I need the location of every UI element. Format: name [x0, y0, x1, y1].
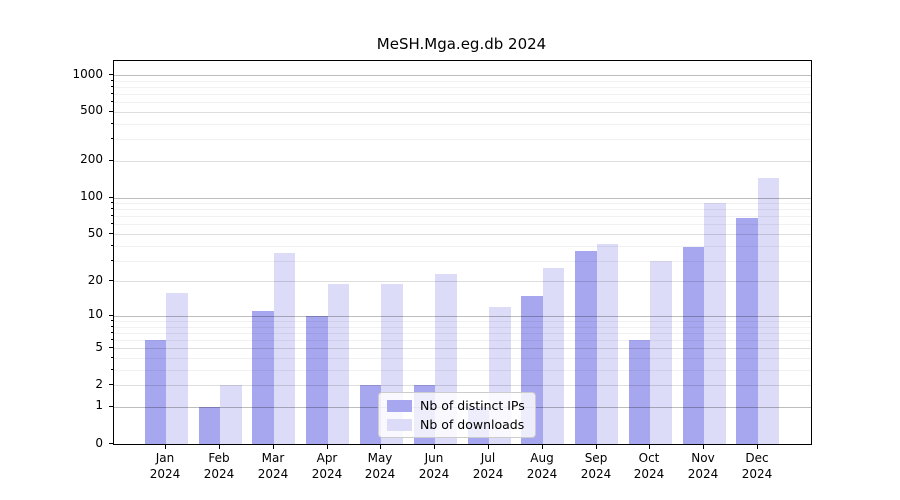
x-tick-label-mar: Mar 2024	[257, 451, 289, 481]
bar-downloads-mar	[273, 252, 296, 444]
y-tick-label: 500	[80, 103, 103, 117]
y-minor-tick-mark	[111, 208, 113, 209]
y-tick-label: 0	[95, 436, 103, 450]
y-tick-mark	[109, 280, 113, 281]
y-minor-tick-mark	[111, 101, 113, 102]
x-tick-mark	[380, 444, 381, 449]
y-minor-tick-mark	[111, 80, 113, 81]
y-tick-mark	[109, 443, 113, 444]
bar-downloads-sep	[596, 244, 619, 444]
x-tick-mark	[327, 444, 328, 449]
y-minor-tick-mark	[111, 138, 113, 139]
y-tick-mark	[109, 384, 113, 385]
y-minor-tick-mark	[111, 215, 113, 216]
bar-distinct-ips-mar	[252, 311, 274, 444]
y-tick-label: 200	[80, 152, 103, 166]
y-tick-mark	[109, 347, 113, 348]
bar-distinct-ips-may	[359, 385, 382, 444]
y-tick-mark	[109, 74, 113, 75]
legend-label-distinct-ips: Nb of distinct IPs	[420, 398, 525, 413]
legend: Nb of distinct IPs Nb of downloads	[378, 392, 536, 438]
bar-distinct-ips-apr	[306, 315, 328, 444]
y-tick-label: 1	[95, 398, 103, 412]
bar-downloads-apr	[327, 284, 350, 444]
y-tick-mark	[109, 233, 113, 234]
y-minor-tick-mark	[111, 86, 113, 87]
y-tick-label: 1000	[72, 67, 103, 81]
x-tick-label-aug: Aug 2024	[526, 451, 558, 481]
y-minor-tick-mark	[111, 320, 113, 321]
bar-downloads-jan	[166, 292, 188, 444]
legend-item-downloads: Nb of downloads	[387, 417, 525, 432]
y-minor-tick-mark	[111, 357, 113, 358]
y-tick-label: 5	[95, 340, 103, 354]
x-tick-label-oct: Oct 2024	[633, 451, 665, 481]
bar-downloads-dec	[757, 177, 780, 444]
bar-distinct-ips-feb	[198, 407, 221, 444]
bar-distinct-ips-sep	[575, 251, 597, 444]
plot-area: Nb of distinct IPs Nb of downloads	[113, 60, 812, 445]
legend-swatch-downloads	[387, 418, 412, 431]
y-tick-mark	[109, 160, 113, 161]
y-minor-tick-mark	[111, 202, 113, 203]
x-tick-mark	[542, 444, 543, 449]
y-tick-mark	[109, 406, 113, 407]
y-tick-label: 50	[87, 226, 103, 240]
x-tick-mark	[219, 444, 220, 449]
legend-label-downloads: Nb of downloads	[420, 417, 525, 432]
y-tick-label: 100	[80, 189, 103, 203]
y-tick-label: 20	[87, 273, 103, 287]
bar-downloads-nov	[704, 203, 726, 444]
bar-downloads-oct	[650, 260, 672, 444]
y-minor-tick-mark	[111, 326, 113, 327]
x-tick-label-feb: Feb 2024	[203, 451, 235, 481]
x-tick-mark	[488, 444, 489, 449]
bar-downloads-aug	[542, 268, 565, 444]
x-tick-mark	[703, 444, 704, 449]
x-tick-mark	[434, 444, 435, 449]
y-tick-mark	[109, 315, 113, 316]
y-minor-tick-mark	[111, 93, 113, 94]
bar-downloads-feb	[220, 385, 242, 444]
y-minor-tick-mark	[111, 332, 113, 333]
y-minor-tick-mark	[111, 123, 113, 124]
y-tick-mark	[109, 197, 113, 198]
bars-layer	[114, 61, 811, 444]
x-tick-mark	[273, 444, 274, 449]
x-tick-label-jul: Jul 2024	[472, 451, 504, 481]
y-tick-label: 10	[87, 307, 103, 321]
x-tick-label-apr: Apr 2024	[311, 451, 343, 481]
y-minor-tick-mark	[111, 339, 113, 340]
y-minor-tick-mark	[111, 260, 113, 261]
x-tick-mark	[165, 444, 166, 449]
x-tick-label-may: May 2024	[364, 451, 396, 481]
y-minor-tick-mark	[111, 245, 113, 246]
bar-distinct-ips-dec	[736, 217, 758, 444]
x-tick-mark	[757, 444, 758, 449]
bar-distinct-ips-jan	[144, 340, 167, 444]
bar-distinct-ips-oct	[628, 340, 651, 444]
y-minor-tick-mark	[111, 223, 113, 224]
chart-title: MeSH.Mga.eg.db 2024	[376, 35, 547, 53]
y-minor-tick-mark	[111, 369, 113, 370]
bar-distinct-ips-nov	[682, 247, 705, 444]
x-tick-mark	[649, 444, 650, 449]
legend-item-distinct-ips: Nb of distinct IPs	[387, 398, 525, 413]
x-tick-label-jan: Jan 2024	[149, 451, 181, 481]
y-tick-mark	[109, 111, 113, 112]
x-tick-label-dec: Dec 2024	[741, 451, 773, 481]
legend-swatch-distinct-ips	[387, 399, 412, 412]
x-tick-label-nov: Nov 2024	[687, 451, 719, 481]
x-tick-label-jun: Jun 2024	[418, 451, 450, 481]
x-tick-label-sep: Sep 2024	[580, 451, 612, 481]
x-tick-mark	[596, 444, 597, 449]
y-tick-label: 2	[95, 377, 103, 391]
